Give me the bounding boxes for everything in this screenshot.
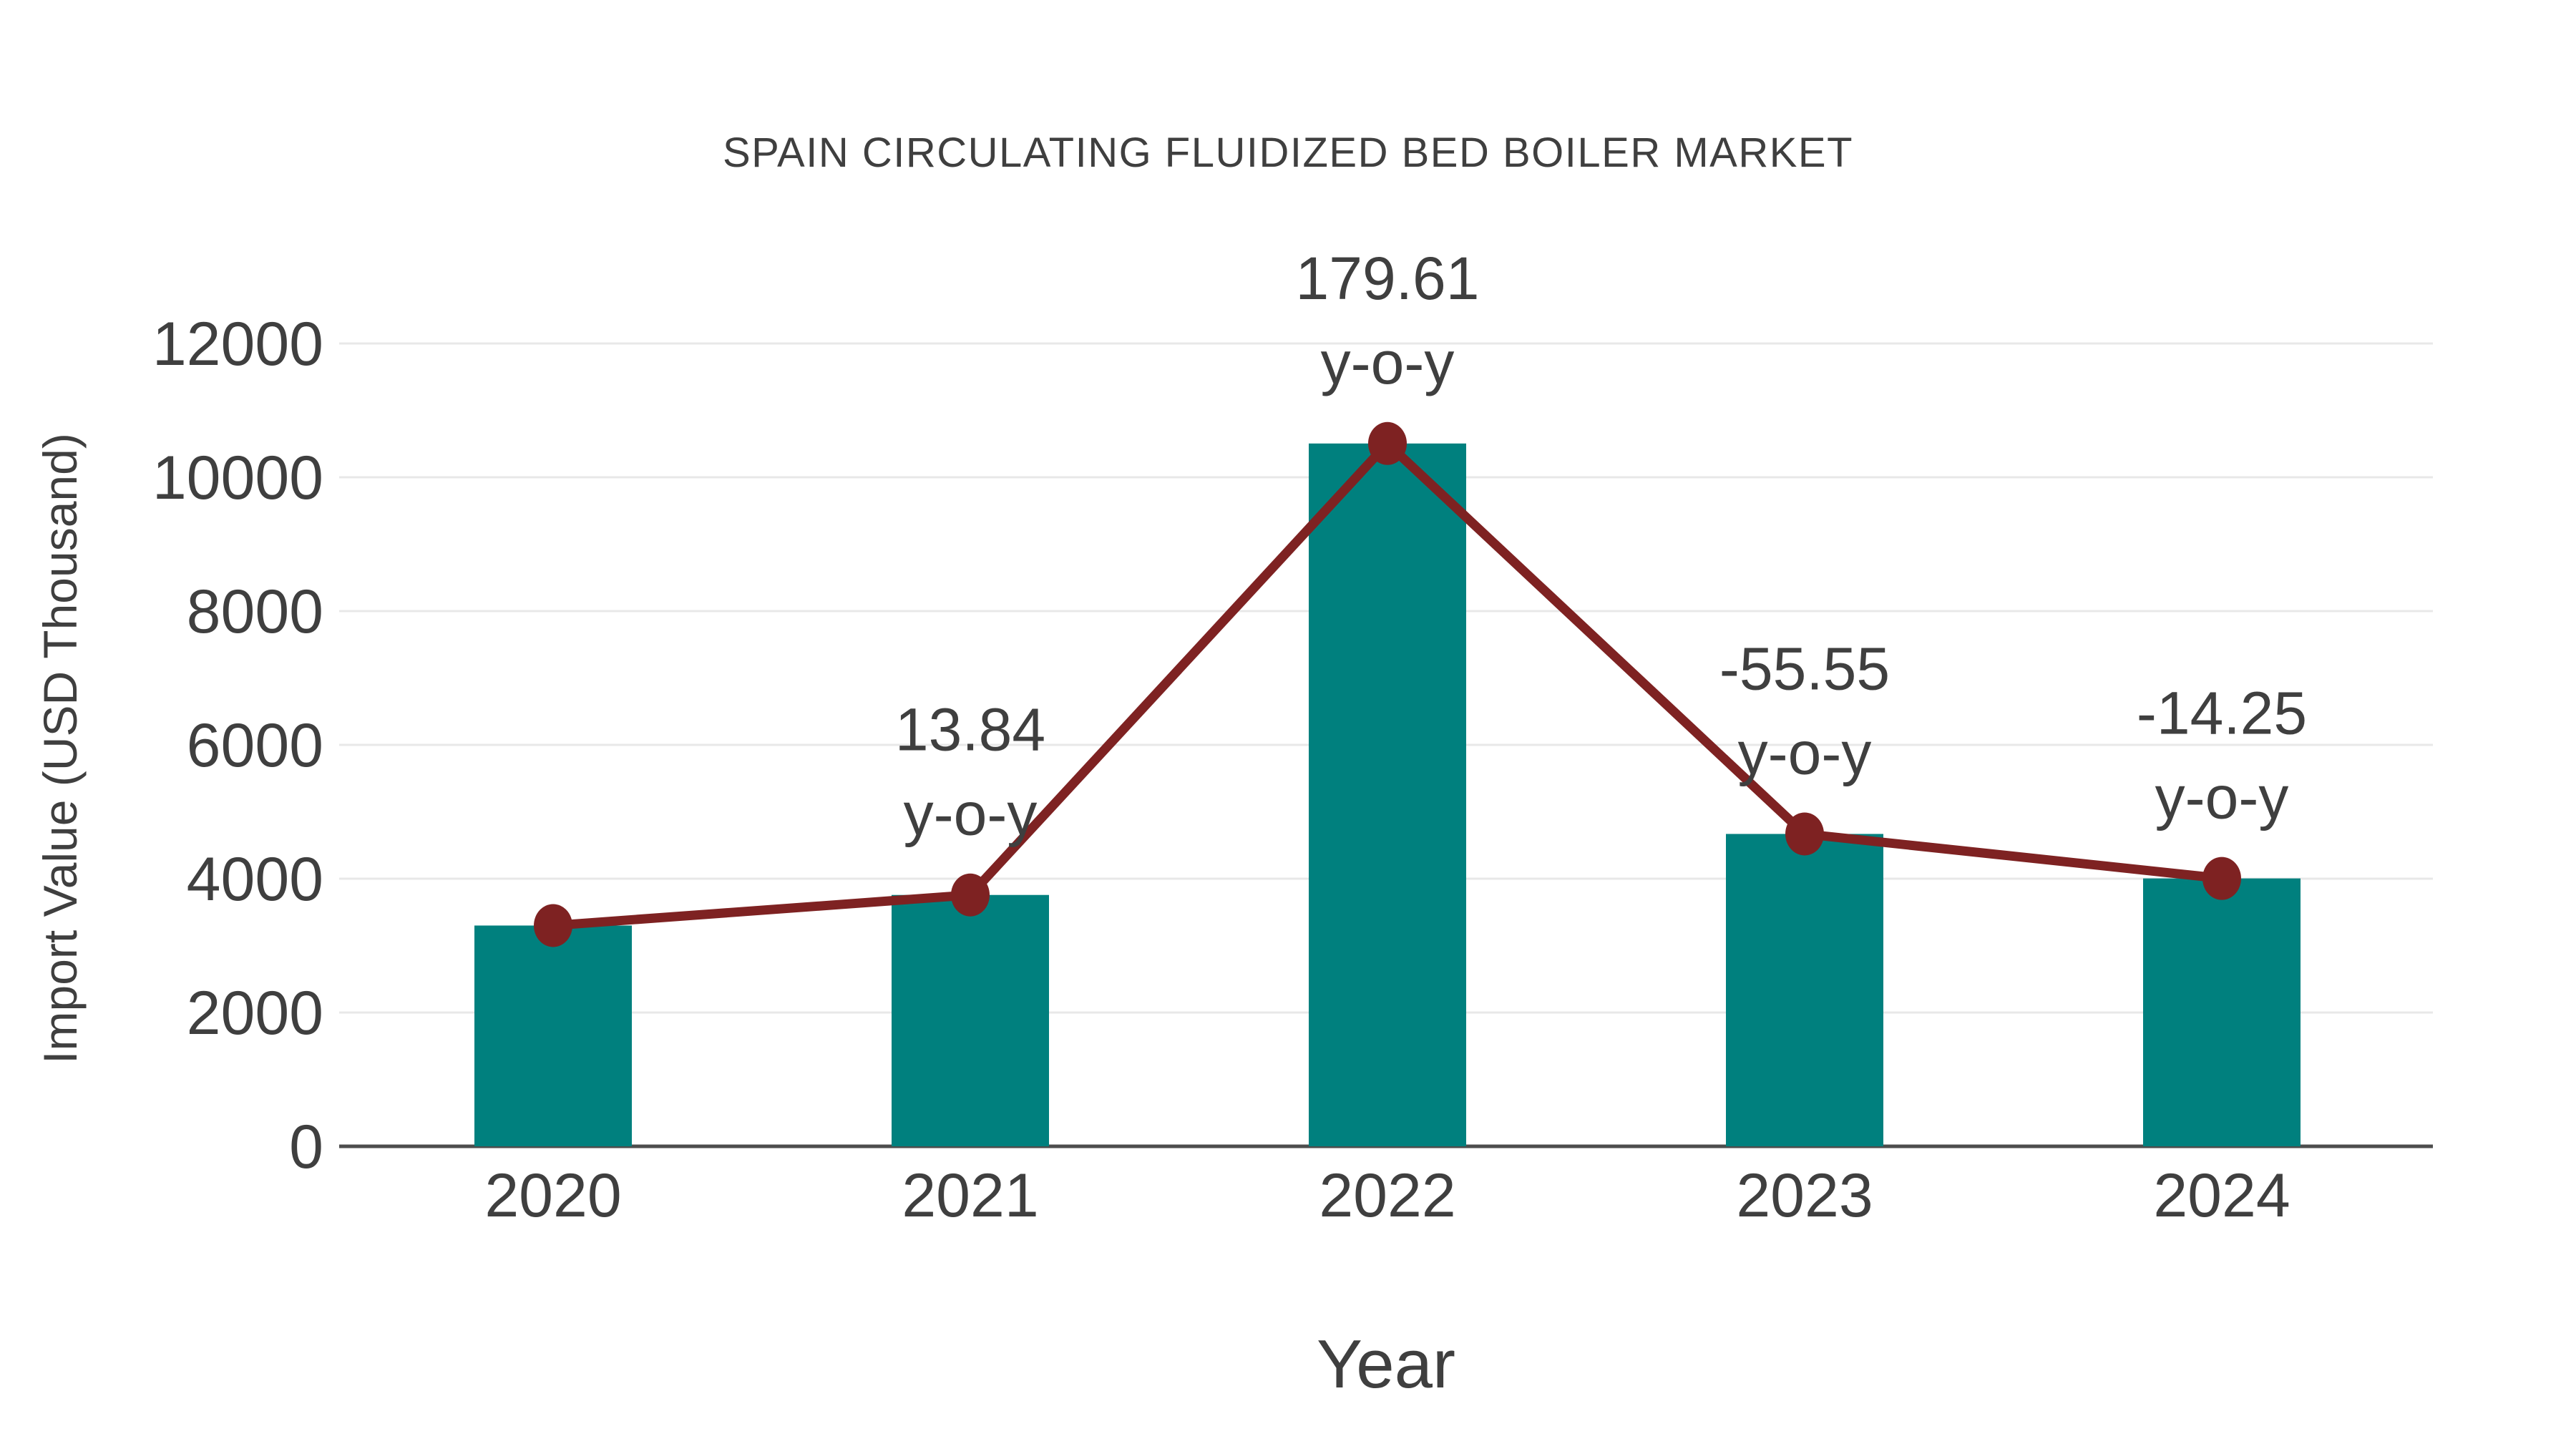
x-tick-label: 2020 [484,1161,621,1230]
data-point-marker-2023 [1785,812,1824,856]
y-tick-label: 6000 [187,711,323,780]
yoy-value-label: -14.25 [2137,680,2307,747]
bar-2022 [1309,443,1466,1146]
data-point-marker-2021 [951,873,990,917]
bar-2024 [2143,878,2301,1146]
x-tick-label: 2023 [1736,1161,1873,1230]
yoy-value-label: 13.84 [895,696,1045,763]
x-tick-label: 2022 [1319,1161,1455,1230]
yoy-suffix-label: y-o-y [1321,329,1455,396]
y-tick-label: 2000 [187,979,323,1048]
data-point-marker-2020 [534,904,572,947]
y-tick-label: 12000 [152,310,323,379]
yoy-suffix-label: y-o-y [1738,719,1872,786]
data-point-marker-2024 [2202,857,2241,900]
yoy-value-label: 179.61 [1296,245,1480,312]
x-axis-title: Year [1317,1326,1455,1402]
chart-title: SPAIN CIRCULATING FLUIDIZED BED BOILER M… [722,130,1854,176]
data-point-marker-2022 [1368,421,1407,465]
x-tick-label: 2021 [902,1161,1038,1230]
bar-2023 [1726,834,1883,1146]
yoy-suffix-label: y-o-y [2155,764,2289,831]
y-tick-label: 4000 [187,845,323,914]
y-tick-label: 10000 [152,444,323,512]
y-tick-label: 8000 [187,577,323,646]
yoy-value-label: -55.55 [1719,635,1890,702]
x-tick-label: 2024 [2153,1161,2290,1230]
bar-2021 [892,894,1049,1146]
y-tick-label: 0 [289,1113,323,1181]
yoy-suffix-label: y-o-y [904,781,1038,848]
bar-2020 [474,925,632,1146]
